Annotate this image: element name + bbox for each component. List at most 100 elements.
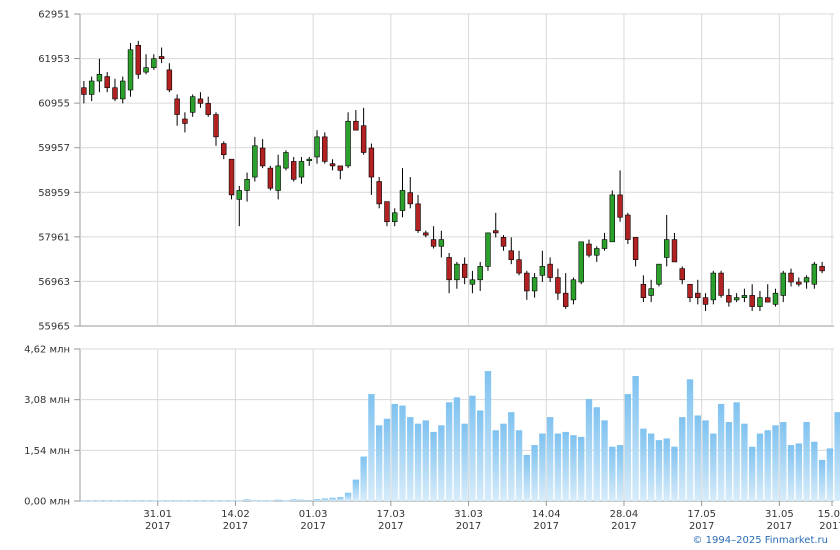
volume-bar (593, 407, 600, 501)
candle (430, 226, 437, 249)
volume-bar (531, 445, 538, 501)
candle (648, 279, 654, 303)
volume-bar (166, 500, 173, 502)
candle-body (244, 178, 250, 191)
candle (221, 141, 227, 160)
candle-body (508, 250, 514, 260)
candle (120, 76, 126, 104)
candle-body (656, 263, 662, 285)
x-tick-label-year: 2017 (534, 521, 559, 532)
candle (625, 212, 631, 245)
candle-body (438, 239, 445, 247)
candle (368, 143, 375, 195)
candle (555, 268, 561, 300)
volume-bar (733, 402, 740, 501)
volume-bar (795, 443, 802, 501)
candle (127, 43, 134, 97)
candle (337, 165, 344, 180)
volume-bar (127, 500, 134, 502)
candle (189, 94, 196, 117)
volume-bar (787, 445, 795, 501)
x-tick-label-date: 31.03 (454, 509, 483, 520)
volume-bar (80, 500, 88, 502)
candle (788, 268, 794, 287)
volume-bar (321, 498, 328, 501)
candle-body (104, 76, 110, 89)
candle (516, 250, 522, 276)
candle (749, 284, 755, 312)
volume-bar (780, 422, 787, 501)
candle (547, 257, 553, 283)
candle-body (765, 297, 771, 303)
candle (803, 275, 810, 289)
candle (360, 107, 367, 155)
volume-bar (88, 500, 95, 502)
candle-body (329, 163, 336, 167)
volume-bar (508, 412, 515, 501)
candle-body (236, 190, 243, 200)
candle (244, 172, 250, 202)
volume-bar (741, 423, 748, 501)
volume-bar (360, 456, 367, 501)
volume-bar (181, 500, 189, 502)
volume-bar (422, 420, 429, 501)
volume-bar (523, 454, 531, 501)
volume-bar (477, 410, 484, 501)
volume-bar (546, 417, 554, 501)
volume-bar (609, 446, 616, 501)
candle-body (702, 297, 709, 305)
volume-bar (344, 492, 352, 501)
x-tick-label-date: 17.03 (377, 509, 406, 520)
candle-body (749, 295, 755, 307)
candle (446, 252, 452, 294)
candle-body (671, 239, 678, 263)
volume-bar (205, 500, 212, 502)
candle (392, 208, 398, 227)
candle-body (741, 295, 748, 298)
candle (718, 270, 724, 298)
price-tick-label: 62951 (38, 10, 70, 21)
candle (158, 47, 165, 64)
candle (601, 232, 608, 251)
candle (811, 261, 818, 289)
candle-body (143, 67, 149, 73)
candle-body (570, 279, 577, 301)
candle (415, 194, 421, 233)
candle (702, 293, 709, 312)
candle (384, 201, 390, 227)
volume-tick-label: 0,00 млн (24, 497, 70, 508)
volume-bar (554, 433, 562, 501)
volume-bar (453, 397, 461, 501)
x-tick-label-date: 17.05 (687, 509, 716, 520)
candle (353, 110, 359, 131)
volume-bar (430, 431, 437, 501)
candle-body (625, 214, 631, 240)
candle-body (695, 292, 701, 298)
candle-body (182, 118, 188, 124)
volume-bar (391, 403, 398, 501)
candle (228, 158, 235, 200)
candle (112, 78, 118, 102)
volume-bar (694, 415, 701, 501)
candle (695, 279, 701, 305)
candle (632, 237, 639, 267)
candle (290, 156, 297, 182)
candle-body (322, 136, 328, 162)
candle-body (283, 152, 289, 169)
volume-bar (189, 500, 196, 502)
candle-body (733, 297, 740, 301)
candle (733, 293, 740, 303)
candle (679, 266, 685, 285)
volume-bar (811, 441, 818, 501)
candle-body (423, 232, 429, 236)
volume-bar (119, 500, 126, 502)
volume-bar (329, 497, 336, 501)
candle (205, 96, 211, 117)
volume-bar (236, 500, 243, 502)
x-tick-label-date: 31.01 (143, 509, 172, 520)
candle-body (252, 145, 258, 178)
candle-body (407, 192, 413, 205)
candle-body (127, 49, 134, 91)
candle-body (151, 58, 157, 68)
